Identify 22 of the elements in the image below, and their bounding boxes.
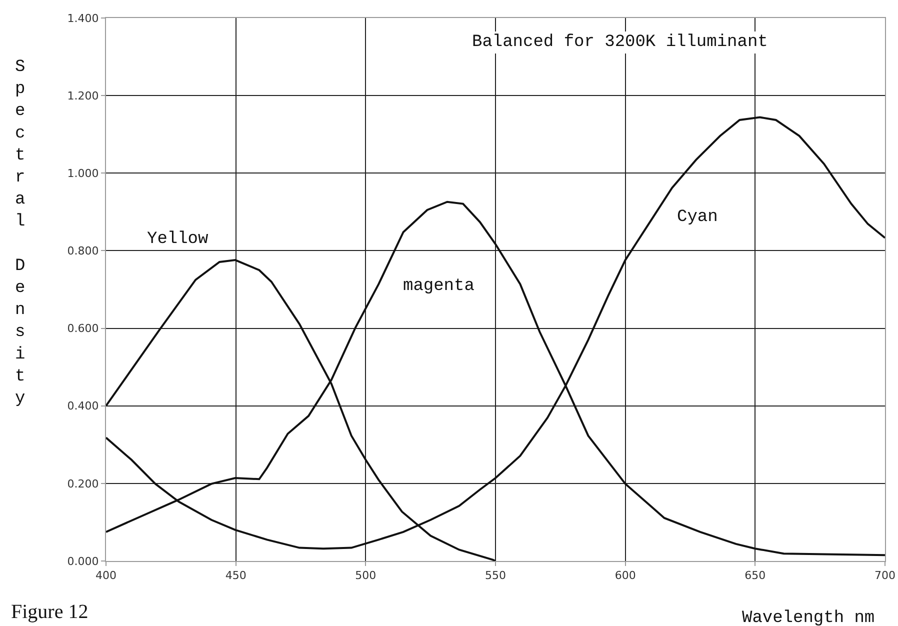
y-tick-label: 0.800 <box>67 244 99 258</box>
x-axis-title: Wavelength nm <box>742 609 875 626</box>
x-tick-label: 600 <box>614 569 636 582</box>
x-tick-label: 650 <box>744 569 766 582</box>
x-tick-label: 550 <box>485 569 506 582</box>
annotation: Balanced for 3200K illuminant <box>472 33 768 52</box>
x-tick-label: 700 <box>874 569 896 582</box>
text: Spectral Density <box>15 58 26 408</box>
y-tick-label: 0.600 <box>67 322 99 336</box>
x-tick-label: 400 <box>96 569 116 582</box>
series-label: Yellow <box>147 230 210 249</box>
series-label: Cyan <box>677 208 718 227</box>
y-tick-label: 1.200 <box>67 89 99 102</box>
series-label: magenta <box>403 277 474 296</box>
y-tick-label: 1.400 <box>67 12 99 25</box>
y-tick-label: 0.200 <box>67 477 99 490</box>
x-tick-label: 450 <box>225 569 246 582</box>
x-tick-label: 500 <box>355 569 376 582</box>
caption: Figure 12 <box>11 601 88 623</box>
y-tick-label: 0.000 <box>67 554 99 568</box>
y-tick-label: 0.400 <box>67 400 99 413</box>
y-tick-label: 1.000 <box>67 166 99 180</box>
